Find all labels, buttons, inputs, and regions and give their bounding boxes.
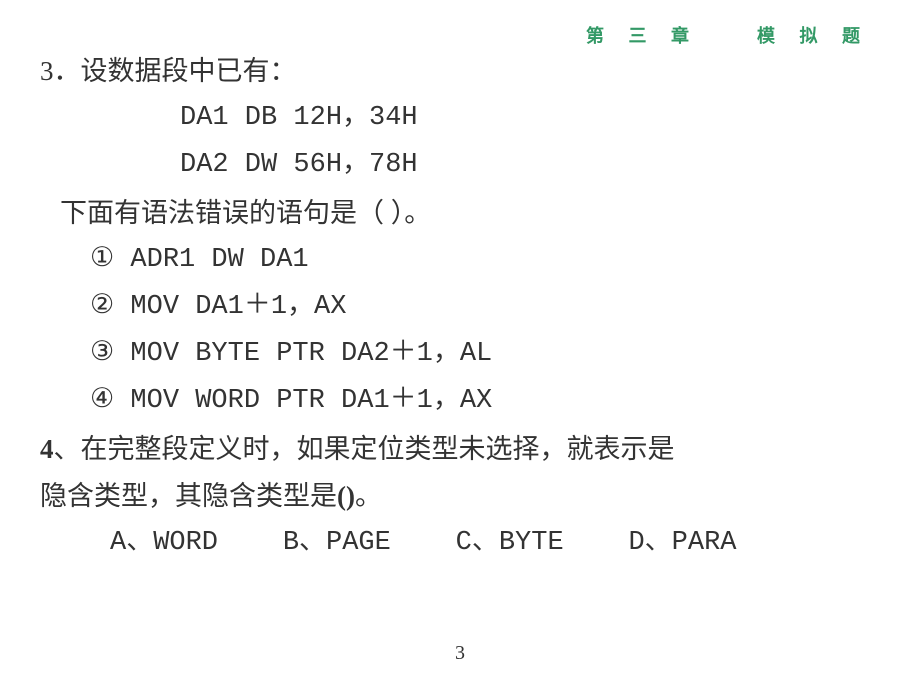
q3-option3: ③ MOV BYTE PTR DA2＋1，AL	[40, 333, 880, 376]
q4-options: A、WORD B、PAGE C、BYTE D、PARA	[40, 522, 880, 565]
document-content: 3．设数据段中已有： DA1 DB 12H，34H DA2 DW 56H，78H…	[40, 50, 880, 569]
q3-option2: ② MOV DA1＋1，AX	[40, 286, 880, 329]
q4-line2: 隐含类型，其隐含类型是()。	[40, 475, 880, 518]
q4-line2-b: 。	[355, 481, 382, 511]
q3-code-line1: DA1 DB 12H，34H	[40, 97, 880, 140]
chapter-label: 第 三 章	[586, 26, 699, 46]
q3-code-line2: DA2 DW 56H，78H	[40, 144, 880, 187]
page-number: 3	[455, 642, 465, 665]
q4-paren: ()	[337, 481, 355, 511]
q3-option1: ① ADR1 DW DA1	[40, 239, 880, 282]
q3-option4: ④ MOV WORD PTR DA1＋1，AX	[40, 380, 880, 423]
q4-line2-a: 隐含类型，其隐含类型是	[40, 481, 337, 511]
q4-line1: 4、在完整段定义时，如果定位类型未选择，就表示是	[40, 428, 880, 471]
header-title: 模 拟 题	[757, 26, 870, 46]
q4-number: 4	[40, 434, 54, 464]
q3-prompt: 下面有语法错误的语句是（ ）。	[40, 192, 880, 235]
q4-line1-text: 、在完整段定义时，如果定位类型未选择，就表示是	[54, 434, 675, 464]
chapter-header: 第 三 章 模 拟 题	[586, 22, 870, 48]
q3-intro: 3．设数据段中已有：	[40, 50, 880, 93]
